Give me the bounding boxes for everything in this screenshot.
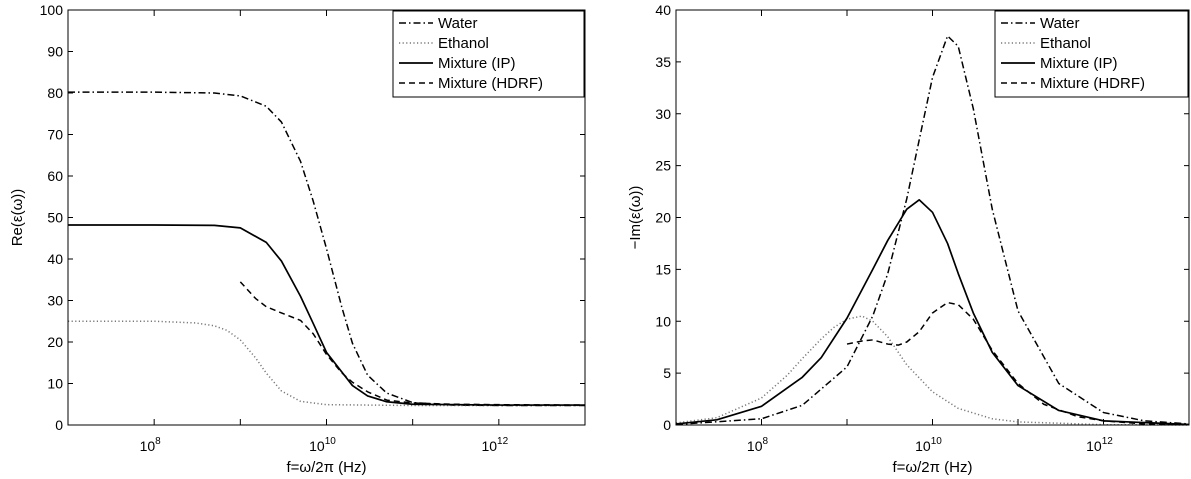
y-tick-label: 30	[47, 293, 63, 309]
x-tick-label: 1012	[1086, 436, 1113, 454]
x-tick-exponent: 10	[931, 436, 943, 447]
x-tick-base: 10	[309, 438, 325, 454]
x-tick-base: 10	[481, 438, 497, 454]
series-line-water	[675, 35, 1190, 426]
x-tick-exponent: 8	[155, 436, 161, 447]
y-tick-label: 15	[655, 261, 671, 277]
y-tick-label: 40	[655, 2, 671, 18]
y-tick-label: 60	[47, 168, 63, 184]
y-tick-label: 90	[47, 44, 63, 60]
y-tick-label: 40	[47, 251, 63, 267]
y-tick-label: 5	[663, 365, 671, 381]
y-tick-label: 50	[47, 210, 63, 226]
legend-box	[994, 10, 1189, 98]
x-tick-base: 10	[1086, 438, 1102, 454]
x-tick-exponent: 12	[497, 436, 509, 447]
x-tick-base: 10	[140, 438, 156, 454]
y-tick-label: 30	[655, 106, 671, 122]
legend-label-mixture-hdrf: Mixture (HDRF)	[438, 75, 543, 92]
x-tick-label: 108	[747, 436, 769, 454]
x-tick-label: 1012	[481, 436, 508, 454]
series-line-mixture-hdrf	[846, 301, 1190, 426]
legend-label-water: Water	[438, 15, 477, 32]
y-tick-label: 100	[40, 2, 64, 18]
y-tick-label: 0	[55, 417, 63, 433]
legend-label-mixture-ip: Mixture (IP)	[438, 55, 516, 72]
x-tick-base: 10	[915, 438, 931, 454]
legend-label-mixture-hdrf: Mixture (HDRF)	[1040, 75, 1145, 92]
y-tick-label: 20	[655, 210, 671, 226]
x-tick-label: 1010	[309, 436, 336, 454]
x-axis-label: f=ω/2π (Hz)	[287, 459, 367, 476]
series-line-water	[68, 91, 585, 407]
legend-label-mixture-ip: Mixture (IP)	[1040, 55, 1118, 72]
series-line-mixture-ip	[675, 199, 1190, 426]
y-tick-label: 20	[47, 334, 63, 350]
legend: Water Ethanol Mixture (IP) Mixture (HDRF)	[994, 10, 1189, 98]
legend-label-ethanol: Ethanol	[1040, 35, 1091, 52]
y-tick-label: 35	[655, 54, 671, 70]
y-tick-label: 25	[655, 158, 671, 174]
y-axis-label: Re(ε(ω))	[9, 189, 26, 247]
y-axis-label: −Im(ε(ω))	[627, 186, 644, 250]
series-line-mixture-ip	[68, 224, 585, 406]
x-tick-exponent: 12	[1102, 436, 1114, 447]
series-line-mixture-hdrf	[239, 281, 586, 406]
legend-label-water: Water	[1040, 15, 1079, 32]
x-tick-exponent: 8	[763, 436, 769, 447]
y-tick-label: 10	[47, 376, 63, 392]
y-tick-label: 10	[655, 313, 671, 329]
x-axis-label: f=ω/2π (Hz)	[893, 459, 973, 476]
legend-label-ethanol: Ethanol	[438, 35, 489, 52]
y-tick-label: 0	[663, 417, 671, 433]
x-tick-label: 1010	[915, 436, 942, 454]
y-tick-label: 70	[47, 127, 63, 143]
x-tick-label: 108	[140, 436, 162, 454]
x-tick-base: 10	[747, 438, 763, 454]
y-tick-label: 80	[47, 85, 63, 101]
x-tick-exponent: 10	[325, 436, 337, 447]
axes-frame	[675, 9, 1190, 426]
axes-frame	[67, 9, 586, 426]
legend: Water Ethanol Mixture (IP) Mixture (HDRF)	[392, 10, 585, 98]
